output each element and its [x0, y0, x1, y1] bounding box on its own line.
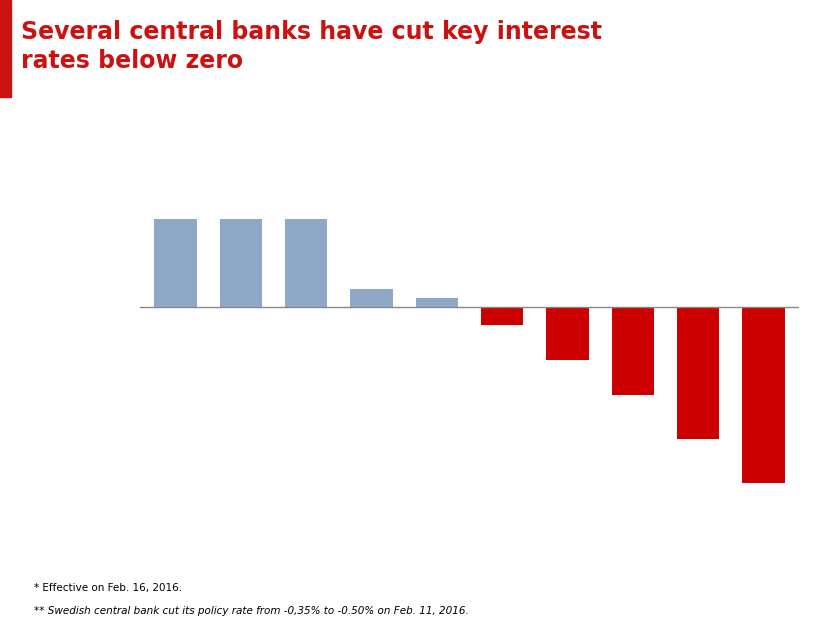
- Text: 0.50: 0.50: [228, 205, 255, 215]
- Text: “Negative central-bank interest rates will not create growth
any more than the F: “Negative central-bank interest rates wi…: [154, 375, 447, 455]
- Text: Israel: Israel: [344, 505, 371, 533]
- Bar: [677, 307, 719, 439]
- Bar: [155, 218, 197, 307]
- Text: Several central banks have cut key interest
rates below zero: Several central banks have cut key inter…: [21, 20, 602, 73]
- Text: ** Swedish central bank cut its policy rate from -0,35% to -0.50% on Feb. 11, 20: ** Swedish central bank cut its policy r…: [34, 607, 469, 617]
- Text: 0.10: 0.10: [358, 276, 386, 286]
- Text: 0.50: 0.50: [292, 205, 320, 215]
- Text: Czech Republic: Czech Republic: [374, 505, 437, 568]
- Bar: [350, 289, 393, 307]
- Text: The objectives are to save the
economy from deflation and keep
the currency from: The objectives are to save the economy f…: [547, 202, 736, 240]
- Text: -0.75: -0.75: [682, 446, 714, 456]
- Text: (Deposit rates, latest, percent): (Deposit rates, latest, percent): [292, 123, 560, 138]
- Text: * Effective on Feb. 16, 2016.: * Effective on Feb. 16, 2016.: [34, 583, 181, 593]
- Text: Canada: Canada: [206, 505, 241, 540]
- Text: Japan*: Japan*: [471, 505, 502, 536]
- Text: Switzerland: Switzerland: [648, 505, 698, 555]
- Text: Great Britain: Great Britain: [252, 505, 307, 560]
- Text: 0.50: 0.50: [162, 205, 189, 215]
- Bar: [219, 218, 262, 307]
- Text: ECB: ECB: [545, 505, 568, 527]
- Bar: [285, 218, 328, 307]
- Bar: [416, 298, 458, 307]
- Text: United States: United States: [118, 505, 176, 562]
- Text: -0.50: -0.50: [617, 401, 648, 411]
- Text: -0.30: -0.30: [552, 366, 583, 376]
- Bar: [612, 307, 654, 395]
- Bar: [546, 307, 589, 360]
- Bar: [743, 307, 785, 483]
- Text: Denmark: Denmark: [722, 505, 764, 546]
- Text: 0.05: 0.05: [423, 285, 450, 295]
- Bar: [481, 307, 523, 324]
- Text: -1.00: -1.00: [748, 490, 780, 500]
- Text: -0.10: -0.10: [486, 331, 518, 341]
- Text: Sweden**: Sweden**: [590, 505, 633, 548]
- Bar: [0, 0, 11, 97]
